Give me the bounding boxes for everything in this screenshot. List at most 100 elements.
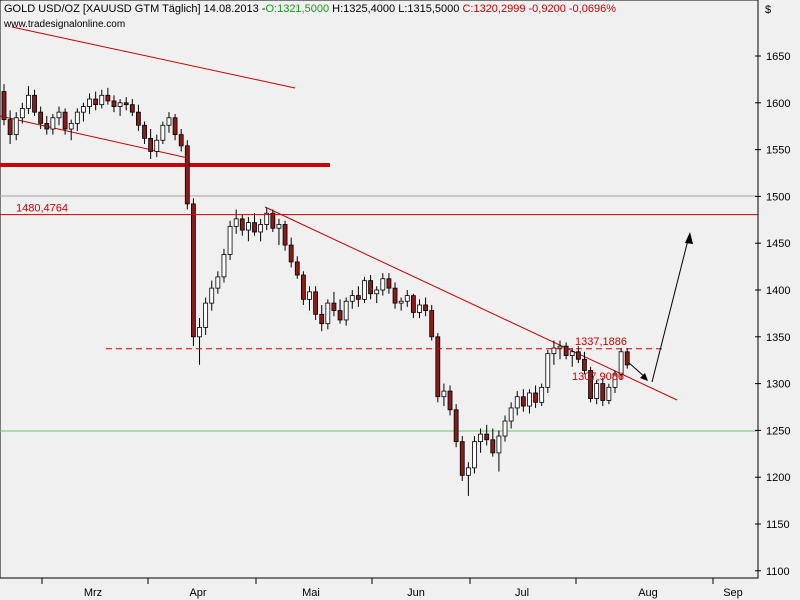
candle <box>594 379 600 405</box>
candle-body <box>258 224 264 233</box>
candle <box>142 121 147 144</box>
candle-body <box>172 117 178 136</box>
candle-body <box>300 274 306 300</box>
close-label: C:1320,2999 <box>462 3 526 15</box>
candle-body <box>87 98 92 107</box>
candle <box>50 114 56 135</box>
candle <box>184 140 190 210</box>
candle-body <box>624 351 630 366</box>
candle <box>38 106 44 130</box>
level-label-1307: 1307,9086 <box>572 371 624 383</box>
candle-body <box>166 117 172 126</box>
currency-label: $ <box>765 4 771 16</box>
candle-body <box>38 111 44 124</box>
y-tick-label: 1550 <box>766 145 790 157</box>
x-tick-label: Apr <box>189 587 206 599</box>
candle <box>343 297 349 326</box>
y-axis-panel <box>758 0 800 578</box>
candle-body <box>7 119 13 136</box>
symbol-label: GOLD USD/OZ [XAUUSD GTM Täglich] <box>4 3 201 15</box>
candle-body <box>520 396 526 407</box>
candle-body <box>435 336 441 398</box>
candle-body <box>276 224 282 229</box>
candle <box>13 112 19 141</box>
candle <box>490 428 496 457</box>
candle-body <box>184 145 190 205</box>
candle-body <box>337 310 343 321</box>
candle-body <box>563 345 569 356</box>
candle-body <box>502 420 508 437</box>
candle <box>74 108 80 131</box>
candle <box>398 297 404 311</box>
candle-body <box>551 347 557 355</box>
candle <box>111 95 117 113</box>
chart-header: GOLD USD/OZ [XAUUSD GTM Täglich] 14.08.2… <box>4 3 616 15</box>
candle <box>166 112 172 133</box>
candle-body <box>569 351 575 356</box>
candle <box>245 216 251 242</box>
candle-body <box>484 433 490 441</box>
y-tick-label: 1650 <box>766 51 790 63</box>
candle <box>368 275 374 300</box>
candle <box>404 290 410 307</box>
candle <box>87 93 92 115</box>
candle <box>337 299 343 324</box>
candle <box>588 366 593 403</box>
candle-body <box>349 295 355 302</box>
candle <box>7 110 13 144</box>
plot-area <box>0 0 759 579</box>
level-lines: 1480,4764 1337,1886 1307,9086 <box>0 203 758 383</box>
candle-body <box>19 108 25 119</box>
candle <box>514 391 520 416</box>
candle-body <box>245 222 251 231</box>
candle <box>459 436 465 481</box>
y-axis-ticks: 1650 1600 1550 1500 1450 1400 1350 1300 1250 1200… <box>755 51 790 578</box>
candle <box>527 389 532 414</box>
candle-body <box>197 327 202 338</box>
candle <box>600 377 606 407</box>
candle-body <box>105 94 111 102</box>
candle-body <box>496 435 502 454</box>
y-tick-label: 1300 <box>766 379 790 391</box>
candles <box>1 84 630 496</box>
candle <box>417 299 422 319</box>
candle-body <box>209 287 215 304</box>
candle-body <box>117 102 123 107</box>
candle <box>154 134 160 158</box>
change-pct-label: -0,0696% <box>568 3 616 15</box>
candle-body <box>129 104 135 113</box>
candle-body <box>99 94 105 106</box>
grid-lines <box>0 195 758 432</box>
candle-body <box>441 390 447 398</box>
y-tick-label: 1200 <box>766 472 790 484</box>
candle <box>276 218 282 246</box>
x-axis-ticks: Mrz Apr Mai Jun Jul Aug Sep <box>41 578 743 599</box>
candle <box>62 108 68 135</box>
candle-body <box>50 117 56 130</box>
candle-body <box>557 345 563 349</box>
candle <box>215 271 221 294</box>
candle <box>148 129 154 159</box>
candle <box>203 297 209 335</box>
candle-body <box>154 139 160 152</box>
candle-body <box>527 392 532 407</box>
candle <box>307 286 312 311</box>
candle <box>472 436 477 474</box>
candle <box>520 389 526 412</box>
candle-body <box>68 122 74 130</box>
y-tick-label: 1400 <box>766 285 790 297</box>
candle <box>362 276 367 304</box>
candle-body <box>355 295 361 300</box>
candle-body <box>203 302 209 328</box>
candle-body <box>472 441 477 469</box>
candle <box>349 290 355 309</box>
forecast-arrowhead-up <box>685 232 693 244</box>
candle-body <box>478 433 483 443</box>
candle <box>429 304 435 341</box>
candle-body <box>313 291 319 315</box>
candle <box>209 280 215 311</box>
candle <box>294 256 300 279</box>
candle <box>453 404 459 448</box>
candle <box>392 282 398 309</box>
candle-body <box>233 218 239 227</box>
